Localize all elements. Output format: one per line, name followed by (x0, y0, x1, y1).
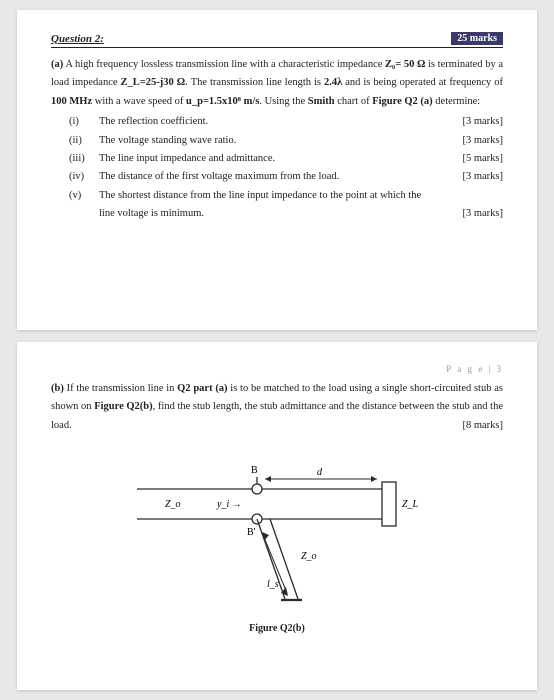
page-2: P a g e | 3 (b) If the transmission line… (17, 342, 537, 690)
lbl-zo-stub: Z_o (301, 551, 317, 562)
sub-row: (iv) The distance of the first voltage ma… (69, 168, 503, 186)
sub-text: The distance of the first voltage maximu… (99, 168, 339, 186)
pa-speed: u_p=1.5x10⁸ m/s (186, 96, 259, 107)
part-b-label: (b) (51, 383, 64, 394)
pa-t8: determine: (433, 96, 481, 107)
pb-t1: If the transmission line in (67, 383, 178, 394)
sub-roman: (ii) (69, 132, 93, 150)
pa-t7: chart of (335, 96, 373, 107)
pb-ref1: Q2 part (a) (177, 383, 227, 394)
sub-row: (i) The reflection coefficient. [3 marks] (69, 113, 503, 131)
figure-caption: Figure Q2(b) (51, 623, 503, 634)
part-b-text: (b) If the transmission line in Q2 part … (51, 380, 503, 435)
question-header: Question 2: 25 marks (51, 32, 503, 48)
page-1: Question 2: 25 marks (a) A high frequenc… (17, 10, 537, 330)
sub-roman: (i) (69, 113, 93, 131)
pa-t6: . Using the (259, 96, 307, 107)
pa-t1: A high frequency lossless transmission l… (65, 59, 385, 70)
part-b-marks: [8 marks] (462, 417, 503, 435)
question-title: Question 2: (51, 33, 104, 45)
sub-row: (iii) The line input impedance and admitt… (69, 150, 503, 168)
sub-text: The reflection coefficient. (99, 113, 208, 131)
pa-t4: and is being operated at frequency of (342, 77, 503, 88)
sub-marks: [3 marks] (462, 113, 503, 131)
sub-marks: [3 marks] (462, 205, 503, 223)
stub-diagram: B B' d l_s Z_o Z_o Z_L y_i → (117, 449, 437, 619)
lbl-d: d (317, 467, 323, 478)
lbl-ls: l_s (267, 579, 279, 590)
total-marks-badge: 25 marks (451, 32, 503, 45)
part-a-text: (a) A high frequency lossless transmissi… (51, 56, 503, 111)
lbl-zo-left: Z_o (165, 499, 181, 510)
pa-freq: 100 MHz (51, 96, 92, 107)
pb-ref2: Figure Q2(b) (94, 401, 152, 412)
sub-marks: [5 marks] (462, 150, 503, 168)
pa-len: 2.4λ (324, 77, 342, 88)
pa-t5: with a wave speed of (92, 96, 186, 107)
part-a-sublist: (i) The reflection coefficient. [3 marks]… (69, 113, 503, 223)
lbl-zl: Z_L (402, 499, 419, 510)
part-a-label: (a) (51, 59, 63, 70)
sub-marks: [3 marks] (462, 168, 503, 186)
sub-marks: [3 marks] (462, 132, 503, 150)
sub-text: The shortest distance from the line inpu… (99, 187, 429, 224)
sub-text: The voltage standing wave ratio. (99, 132, 236, 150)
sub-roman: (iii) (69, 150, 93, 168)
figure-q2b: B B' d l_s Z_o Z_o Z_L y_i → Figure Q2(b… (51, 449, 503, 634)
pa-z0: Z₀= 50 Ω (385, 59, 425, 70)
sub-roman: (iv) (69, 168, 93, 186)
sub-row: (ii) The voltage standing wave ratio. [3 … (69, 132, 503, 150)
lbl-Bp: B' (247, 527, 256, 538)
pa-figref: Figure Q2 (a) (372, 96, 432, 107)
lbl-B: B (251, 465, 258, 476)
sub-text: The line input impedance and admittance. (99, 150, 275, 168)
sub-roman: (v) (69, 187, 93, 224)
sub-row: (v)The shortest distance from the line i… (69, 187, 503, 224)
lbl-yi: y_i → (216, 499, 242, 510)
pa-t3: . The transmission line length is (185, 77, 324, 88)
page-number: P a g e | 3 (51, 364, 503, 374)
pa-smith: Smith (308, 96, 335, 107)
pa-zl: Z_L=25-j30 Ω (121, 77, 186, 88)
